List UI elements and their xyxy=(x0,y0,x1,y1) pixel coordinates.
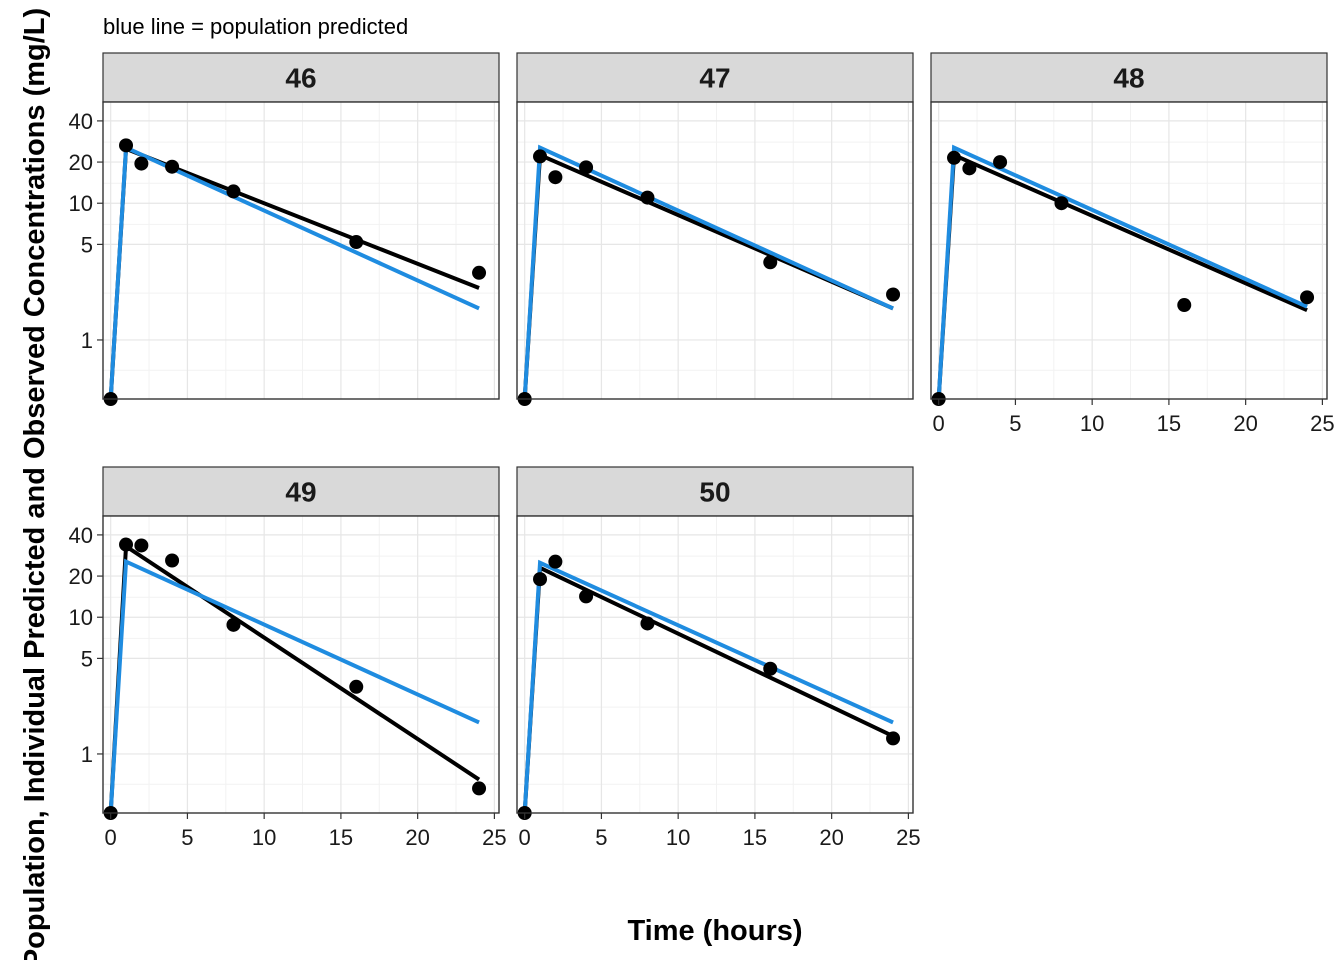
x-tick-label: 20 xyxy=(819,825,843,850)
panel-50: 50 0 5 10 15 20 25 xyxy=(516,466,921,850)
panel-border xyxy=(516,515,914,814)
x-tick-label: 5 xyxy=(181,825,193,850)
plot-background xyxy=(517,516,913,813)
observed-point xyxy=(1177,298,1192,313)
observed-point xyxy=(533,149,548,164)
observed-point xyxy=(886,731,901,746)
observed-point xyxy=(533,572,548,587)
observed-point xyxy=(993,155,1008,170)
x-tick-label: 10 xyxy=(1080,411,1104,436)
strip-background xyxy=(102,466,500,517)
observed-point xyxy=(472,265,487,280)
observed-point xyxy=(134,156,149,171)
observed-point xyxy=(548,170,563,185)
plot-background xyxy=(517,102,913,399)
observed-point xyxy=(962,161,977,176)
strip-background xyxy=(930,52,1328,103)
observed-point xyxy=(349,235,364,250)
population-pred-line xyxy=(522,144,894,400)
observed-point xyxy=(640,190,655,205)
observed-point xyxy=(763,661,778,676)
panel-border xyxy=(516,101,914,400)
plot-background xyxy=(103,516,499,813)
plot-background xyxy=(103,102,499,399)
panel-border xyxy=(102,101,500,400)
strip-background xyxy=(516,466,914,517)
x-tick-label: 20 xyxy=(1233,411,1257,436)
observed-point xyxy=(226,184,241,199)
y-axis-title: Population, Individual Predicted and Obs… xyxy=(19,8,51,960)
y-tick-label: 10 xyxy=(69,191,93,216)
x-tick-label: 15 xyxy=(329,825,353,850)
x-tick-label: 5 xyxy=(1009,411,1021,436)
observed-point xyxy=(886,287,901,302)
observed-point xyxy=(763,255,778,270)
strip-label: 46 xyxy=(285,63,316,94)
y-tick-label: 1 xyxy=(81,742,93,767)
x-tick-label: 10 xyxy=(666,825,690,850)
observed-point xyxy=(472,781,487,796)
y-tick-label: 40 xyxy=(69,109,93,134)
panel-border xyxy=(102,515,500,814)
y-tick-label: 20 xyxy=(69,564,93,589)
observed-point xyxy=(1300,290,1315,305)
x-tick-label: 15 xyxy=(743,825,767,850)
y-tick-label: 40 xyxy=(69,523,93,548)
panel-48: 48 0 5 10 15 20 25 xyxy=(930,52,1335,436)
strip-label: 50 xyxy=(699,477,730,508)
panel-47: 47 xyxy=(516,52,914,406)
x-tick-label: 0 xyxy=(519,825,531,850)
observed-point xyxy=(579,589,594,604)
strip-label: 47 xyxy=(699,63,730,94)
x-axis-title: Time (hours) xyxy=(627,915,802,947)
x-tick-label: 25 xyxy=(1310,411,1334,436)
chart-subtitle: blue line = population predicted xyxy=(103,14,408,39)
observed-point xyxy=(134,538,149,553)
strip-background xyxy=(516,52,914,103)
y-tick-label: 5 xyxy=(81,646,93,671)
y-tick-label: 5 xyxy=(81,232,93,257)
observed-point xyxy=(226,617,241,632)
x-tick-label: 5 xyxy=(595,825,607,850)
population-pred-line xyxy=(108,558,480,814)
plot-background xyxy=(931,102,1327,399)
strip-label: 49 xyxy=(285,477,316,508)
x-tick-label: 10 xyxy=(252,825,276,850)
x-tick-label: 15 xyxy=(1157,411,1181,436)
observed-point xyxy=(1054,196,1069,211)
population-pred-line xyxy=(936,144,1308,400)
x-tick-label: 25 xyxy=(482,825,506,850)
observed-point xyxy=(165,553,180,568)
x-tick-label: 20 xyxy=(405,825,429,850)
strip-background xyxy=(102,52,500,103)
y-tick-label: 1 xyxy=(81,328,93,353)
x-tick-label: 0 xyxy=(933,411,945,436)
y-tick-label: 10 xyxy=(69,605,93,630)
y-tick-label: 20 xyxy=(69,150,93,175)
observed-point xyxy=(349,679,364,694)
strip-label: 48 xyxy=(1113,63,1144,94)
x-tick-label: 25 xyxy=(896,825,920,850)
x-tick-label: 0 xyxy=(105,825,117,850)
observed-point xyxy=(119,537,134,552)
panel-border xyxy=(930,101,1328,400)
observed-point xyxy=(548,554,563,569)
panel-46: 46 1 5 10 20 40 xyxy=(69,52,500,406)
observed-point xyxy=(947,150,962,165)
observed-point xyxy=(579,160,594,175)
observed-point xyxy=(640,616,655,631)
observed-point xyxy=(165,159,180,174)
observed-point xyxy=(119,138,134,153)
